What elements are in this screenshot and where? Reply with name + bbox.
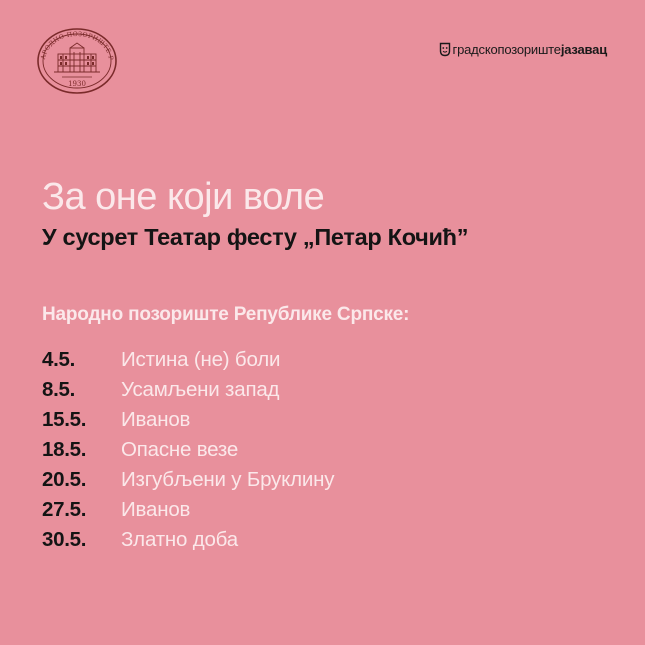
subheadline: У сусрет Театар фесту „Петар Кочић” (42, 224, 469, 250)
schedule-date: 30.5. (42, 528, 87, 551)
schedule-title: Усамљени запад (121, 378, 280, 401)
brand-logo: градскопозориште јазавац (439, 40, 607, 58)
schedule-date: 27.5. (42, 498, 87, 521)
theatre-mask-icon (439, 42, 451, 57)
schedule-list: 4.5. Истина (не) боли 8.5. Усамљени запа… (42, 345, 334, 555)
brand-text-light: градскопозориште (452, 41, 561, 57)
schedule-title: Опасне везе (121, 438, 239, 461)
schedule-title: Иванов (121, 498, 191, 521)
schedule-title: Златно доба (121, 528, 238, 551)
schedule-item: 4.5. Истина (не) боли (42, 345, 334, 375)
theatre-seal-icon: НАРОДНО ПОЗОРИШТЕ РС (36, 26, 118, 96)
schedule-date: 18.5. (42, 438, 87, 461)
schedule-date: 8.5. (42, 378, 75, 401)
svg-text:НАРОДНО ПОЗОРИШТЕ РС: НАРОДНО ПОЗОРИШТЕ РС (36, 26, 114, 61)
schedule-item: 8.5. Усамљени запад (42, 375, 334, 405)
brand-text-bold: јазавац (560, 41, 607, 57)
schedule-item: 30.5. Златно доба (42, 525, 334, 555)
schedule-item: 27.5. Иванов (42, 495, 334, 525)
schedule-title: Истина (не) боли (121, 348, 281, 371)
schedule-item: 20.5. Изгубљени у Бруклину (42, 465, 334, 495)
schedule-date: 4.5. (42, 348, 75, 371)
schedule-item: 15.5. Иванов (42, 405, 334, 435)
section-title: Народно позориште Републике Српске: (42, 304, 410, 325)
schedule-item: 18.5. Опасне везе (42, 435, 334, 465)
schedule-title: Изгубљени у Бруклину (121, 468, 335, 491)
schedule-date: 15.5. (42, 408, 87, 431)
headline: За оне који воле (42, 176, 325, 218)
schedule-title: Иванов (121, 408, 191, 431)
schedule-date: 20.5. (42, 468, 87, 491)
seal-year: 1930 (68, 80, 86, 88)
seal-ring-text: НАРОДНО ПОЗОРИШТЕ РС (36, 26, 114, 61)
